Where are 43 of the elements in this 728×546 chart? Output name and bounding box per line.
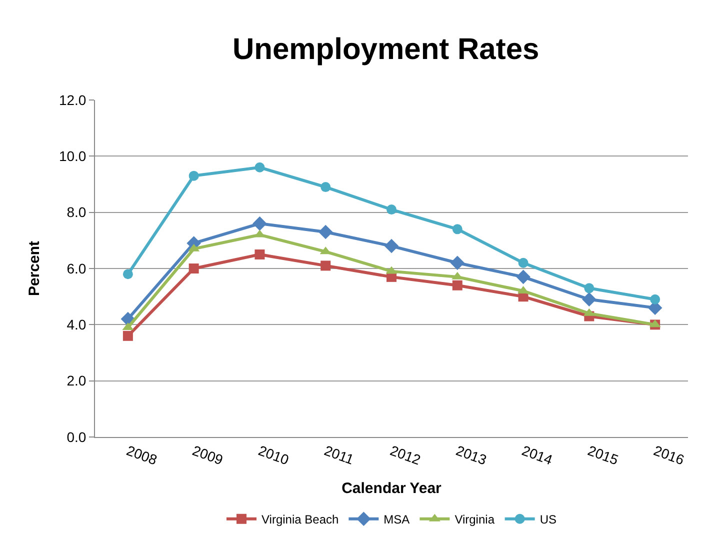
point [252,216,267,231]
x-tick-label: 2012 [388,442,424,468]
point [516,270,530,284]
y-tick-label: 10.0 [58,148,86,164]
x-tick-label: 2009 [190,442,226,468]
point [122,269,133,280]
point [584,283,594,294]
point [254,162,265,172]
point [582,292,596,307]
x-tick-label: 2011 [322,442,356,468]
y-axis-title: Percent [26,240,44,296]
y-tick-label: 6.0 [66,260,86,276]
point [450,256,465,270]
chart-title: Unemployment Rates [232,33,540,66]
x-tick-label: 2014 [520,442,555,468]
y-tick-label: 4.0 [66,316,86,333]
point [650,294,660,304]
x-tick-label: 2010 [256,442,292,468]
legend-label: Virginia Beach [262,512,339,527]
point [452,280,462,290]
point [320,260,331,271]
legend-label: Virginia [454,512,495,527]
x-tick-label: 2013 [454,442,489,468]
legend-label: US [540,512,556,527]
x-axis-title: Calendar Year [342,480,442,497]
x-tick-label: 2016 [652,442,687,468]
point [122,330,133,341]
x-tick-label: 2015 [586,442,621,468]
point [188,264,199,274]
legend-label: MSA [384,512,410,527]
point [188,170,199,181]
y-tick-label: 12.0 [58,92,86,108]
point [320,182,331,192]
point [254,249,265,260]
point [386,204,396,215]
y-tick-label: 8.0 [66,204,86,220]
point [452,224,462,234]
point [384,238,399,254]
y-tick-label: 2.0 [66,372,86,389]
point [518,258,528,268]
point [318,224,333,240]
x-tick-label: 2008 [124,442,160,468]
y-tick-label: 0.0 [66,428,86,445]
